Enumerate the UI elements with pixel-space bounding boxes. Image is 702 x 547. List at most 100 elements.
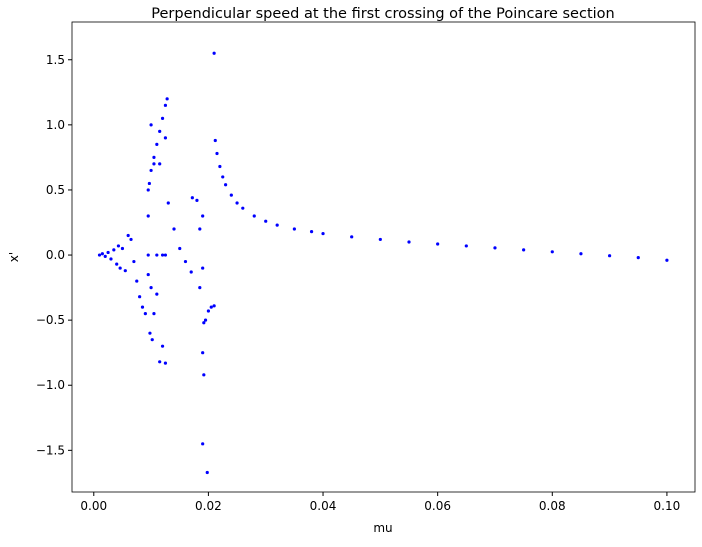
point <box>203 318 208 322</box>
point <box>195 198 199 202</box>
point <box>149 123 153 127</box>
point <box>178 246 182 251</box>
point <box>579 252 583 256</box>
x-tick-label: 0.02 <box>195 499 222 513</box>
point <box>665 258 669 262</box>
point <box>155 142 159 146</box>
point <box>165 97 169 101</box>
y-tick-label: 0.5 <box>46 183 65 197</box>
point <box>152 162 156 166</box>
point <box>152 155 156 160</box>
point <box>160 116 165 120</box>
point <box>321 231 325 236</box>
point <box>149 168 153 173</box>
point <box>143 312 147 316</box>
point <box>206 309 211 313</box>
point <box>126 233 130 238</box>
point <box>112 248 116 252</box>
point <box>235 201 239 205</box>
point <box>229 193 233 197</box>
point <box>155 292 159 296</box>
point <box>275 223 279 227</box>
point <box>135 279 139 283</box>
point <box>209 305 213 309</box>
point <box>118 266 122 270</box>
y-tick-label: −0.5 <box>36 313 65 327</box>
point <box>163 253 168 257</box>
point <box>172 227 176 231</box>
point <box>202 321 206 325</box>
y-tick-label: −1.0 <box>36 378 65 392</box>
point <box>146 253 150 257</box>
point <box>146 188 150 192</box>
point <box>201 214 205 218</box>
point <box>140 305 145 309</box>
point <box>190 196 194 200</box>
point <box>212 304 216 308</box>
point <box>132 259 136 264</box>
point <box>241 206 245 210</box>
point <box>106 250 110 255</box>
point <box>550 250 554 254</box>
point <box>146 272 150 277</box>
point <box>120 246 125 251</box>
point <box>158 162 162 166</box>
point <box>166 201 170 205</box>
point <box>224 183 228 187</box>
point <box>213 138 217 143</box>
point <box>123 269 127 273</box>
point <box>264 219 268 223</box>
point <box>138 295 142 299</box>
point <box>309 230 314 234</box>
x-tick-label: 0.04 <box>310 499 337 513</box>
point <box>198 285 202 290</box>
x-tick-label: 0.00 <box>80 499 107 513</box>
point <box>158 360 162 364</box>
point <box>202 373 206 377</box>
point <box>160 344 165 348</box>
point <box>205 470 209 475</box>
point <box>103 254 107 258</box>
point <box>158 129 162 133</box>
point <box>115 262 119 266</box>
point <box>218 164 222 169</box>
point <box>215 151 219 156</box>
point <box>183 259 188 264</box>
point <box>221 175 225 179</box>
point <box>522 248 526 252</box>
point <box>152 312 156 316</box>
point <box>212 51 216 55</box>
point <box>201 442 205 446</box>
point <box>97 253 102 257</box>
point <box>163 136 168 140</box>
point <box>436 242 440 246</box>
point <box>201 351 205 355</box>
point <box>150 338 154 342</box>
y-axis-label: x' <box>7 252 21 262</box>
x-tick-label: 0.08 <box>539 499 566 513</box>
point <box>198 227 202 231</box>
y-tick-label: 1.0 <box>46 118 65 132</box>
x-axis-label: mu <box>373 521 392 535</box>
x-tick-label: 0.06 <box>424 499 451 513</box>
point <box>636 256 640 260</box>
point <box>163 361 168 365</box>
point <box>464 244 468 248</box>
y-tick-label: −1.5 <box>36 443 65 457</box>
point <box>148 331 152 335</box>
point <box>201 266 205 270</box>
point <box>160 253 165 257</box>
point <box>493 246 497 250</box>
point <box>378 237 382 242</box>
plot-frame <box>71 21 696 493</box>
point <box>350 235 354 239</box>
point <box>608 254 612 258</box>
point <box>189 270 193 274</box>
point <box>252 214 256 218</box>
point <box>149 285 153 290</box>
chart-title: Perpendicular speed at the first crossin… <box>151 6 614 22</box>
point <box>407 240 411 244</box>
point <box>116 244 121 248</box>
point <box>100 252 104 256</box>
